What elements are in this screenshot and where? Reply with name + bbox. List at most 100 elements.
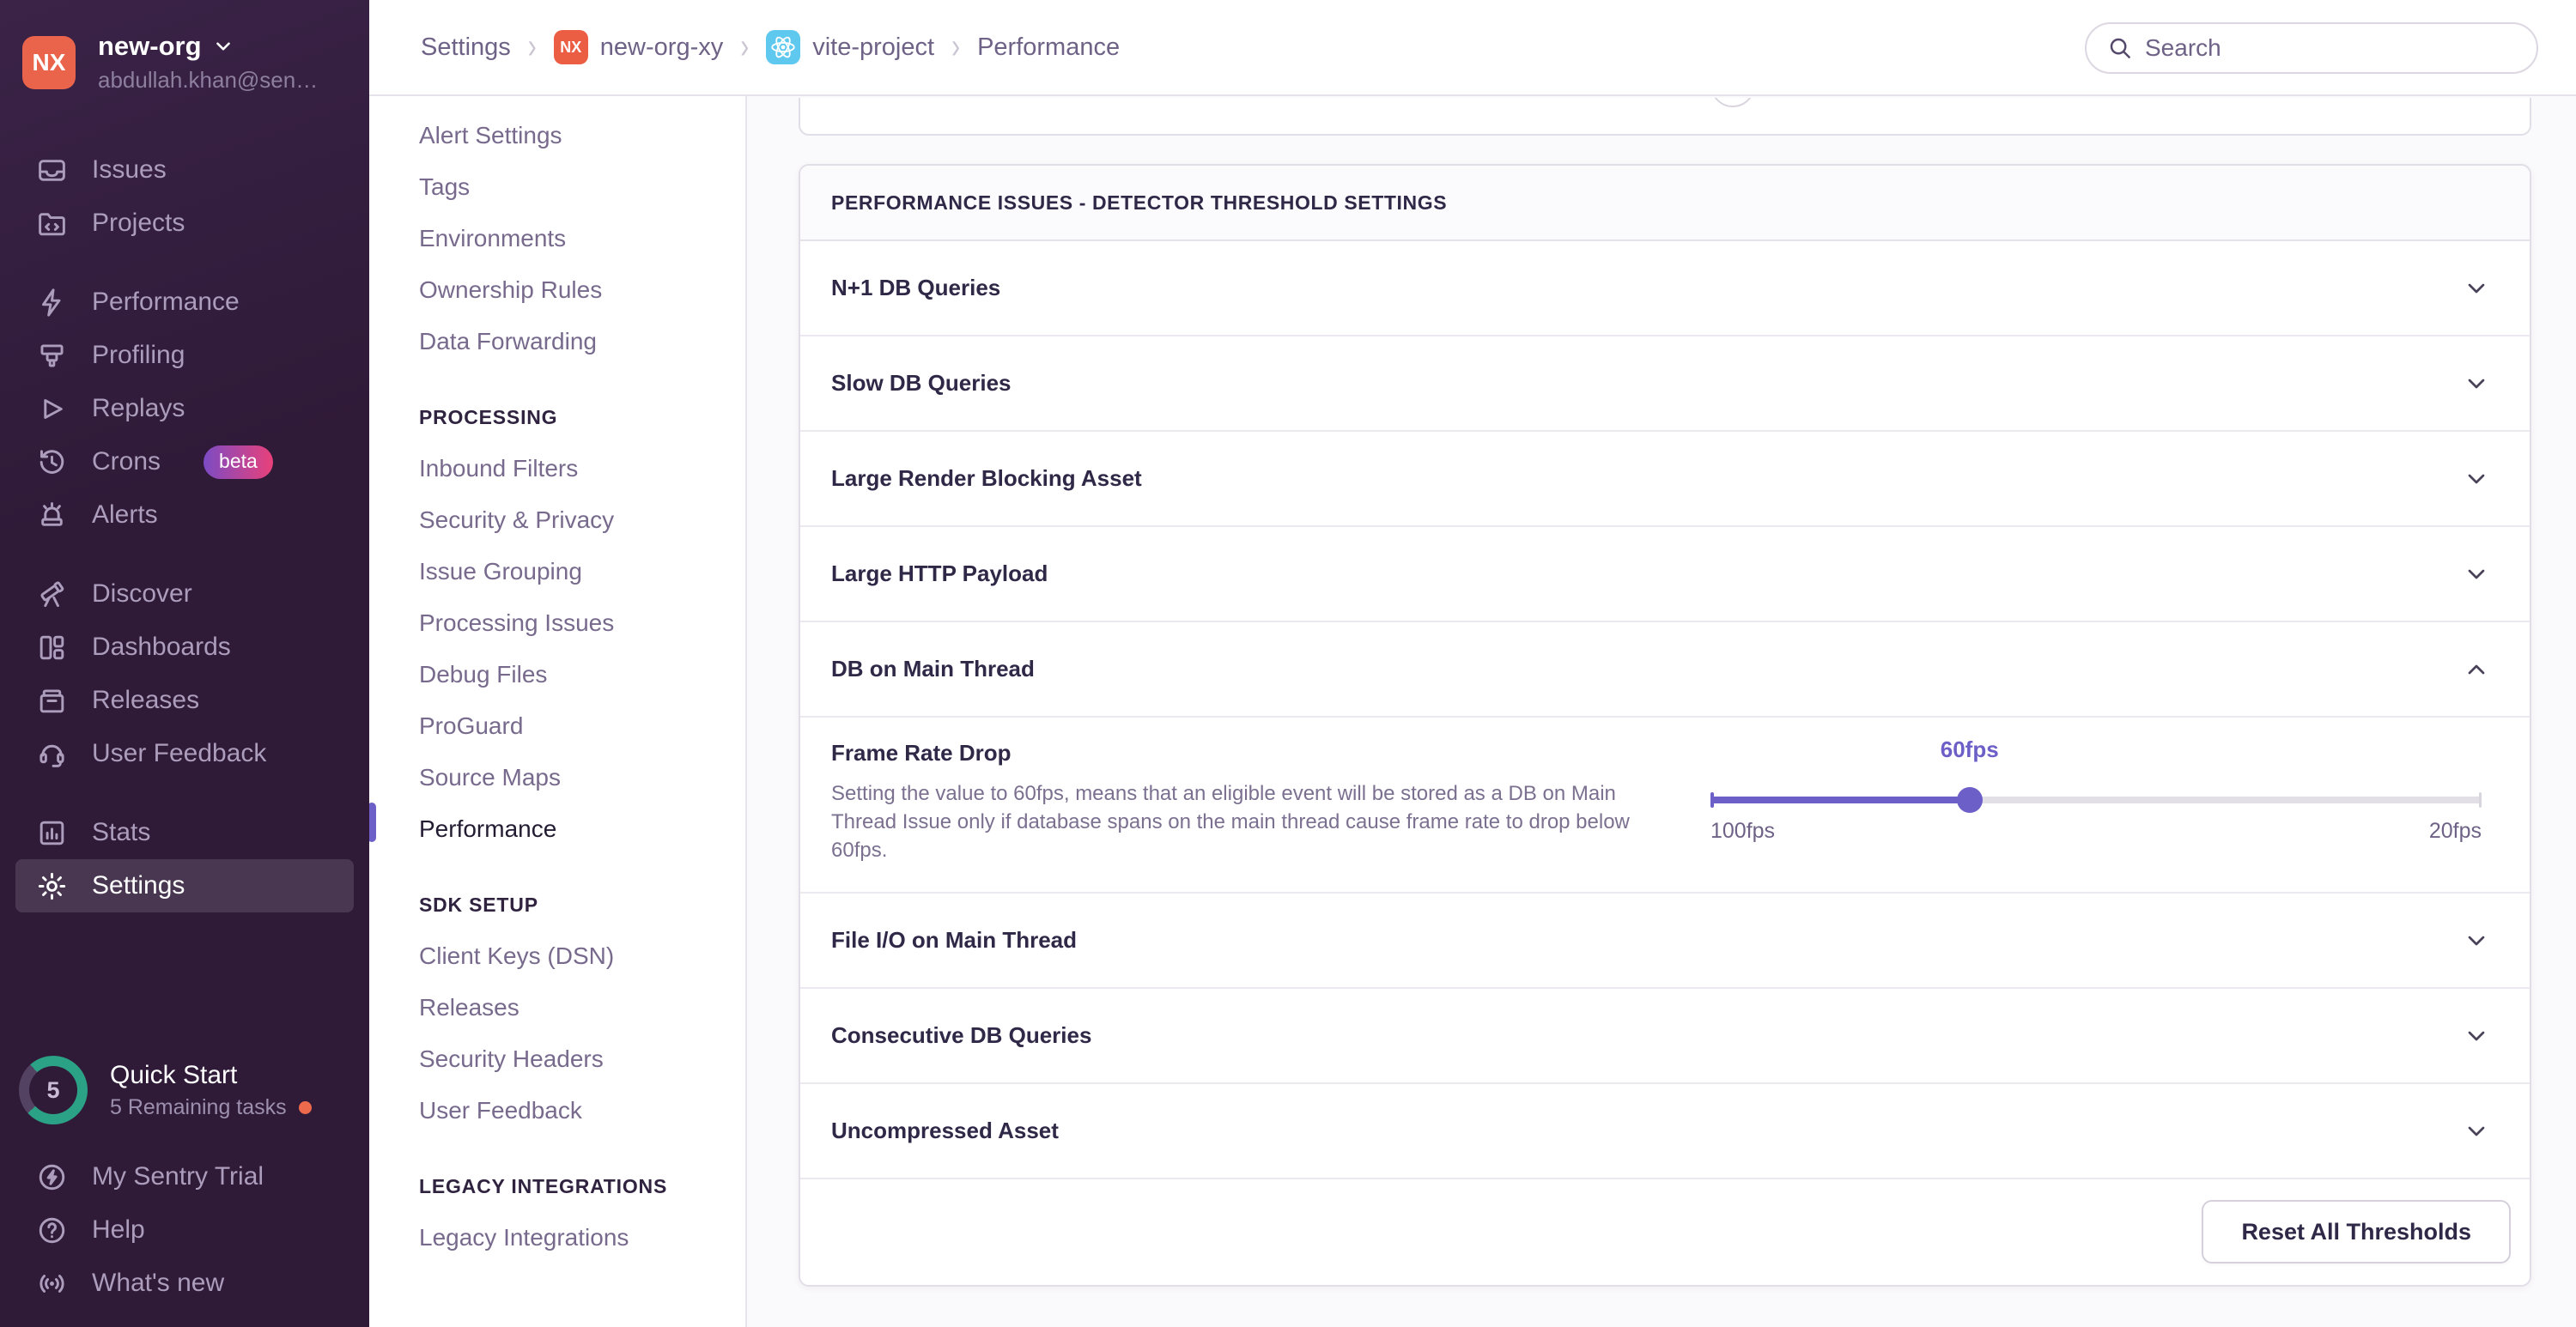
settings-nav-security-privacy[interactable]: Security & Privacy xyxy=(419,506,615,533)
sidebar-item-label: Settings xyxy=(92,871,185,900)
sidebar-item-projects[interactable]: Projects xyxy=(0,197,369,250)
accordion-row-uncompressed-asset[interactable]: Uncompressed Asset xyxy=(800,1084,2530,1179)
row-label: Consecutive DB Queries xyxy=(831,1022,1092,1048)
breadcrumb-separator-icon: › xyxy=(951,27,961,67)
sidebar-item-replays[interactable]: Replays xyxy=(0,382,369,435)
row-label: Uncompressed Asset xyxy=(831,1118,1059,1143)
settings-nav-issue-grouping[interactable]: Issue Grouping xyxy=(419,558,582,585)
sidebar-section-gap xyxy=(0,780,369,806)
settings-nav-tags[interactable]: Tags xyxy=(419,173,471,200)
sidebar-item-user-feedback[interactable]: User Feedback xyxy=(0,727,369,780)
sidebar-item-settings[interactable]: Settings xyxy=(15,859,354,912)
sidebar-item-issues[interactable]: Issues xyxy=(0,143,369,197)
settings-nav-proguard[interactable]: ProGuard xyxy=(419,712,524,739)
detector-threshold-panel: PERFORMANCE ISSUES - DETECTOR THRESHOLD … xyxy=(799,164,2531,1287)
sidebar-item-my-sentry-trial[interactable]: My Sentry Trial xyxy=(0,1150,369,1203)
active-nav-indicator xyxy=(368,803,376,842)
panel-footer: Reset All Thresholds xyxy=(800,1179,2530,1285)
sidebar-item-performance[interactable]: Performance xyxy=(0,276,369,329)
scrolled-panel-bottom xyxy=(799,98,2531,136)
settings-nav-source-maps[interactable]: Source Maps xyxy=(419,764,561,791)
org-badge: NX xyxy=(553,30,588,64)
settings-nav-header-processing: PROCESSING xyxy=(419,405,558,428)
sidebar-bottom: 5 Quick Start 5 Remaining tasks My Sentr… xyxy=(0,1056,369,1310)
accordion-row-large-render-blocking-asset[interactable]: Large Render Blocking Asset xyxy=(800,432,2530,527)
sidebar-item-whats-new[interactable]: What's new xyxy=(0,1257,369,1310)
sidebar-item-profiling[interactable]: Profiling xyxy=(0,329,369,382)
slider-fill xyxy=(1710,797,1970,803)
sidebar-item-dashboards[interactable]: Dashboards xyxy=(0,621,369,674)
accordion-row-n1-db-queries[interactable]: N+1 DB Queries xyxy=(800,241,2530,336)
sidebar-item-stats[interactable]: Stats xyxy=(0,806,369,859)
org-switcher[interactable]: NX new-org abdullah.khan@sen… xyxy=(0,0,369,119)
settings-nav-legacy-integrations[interactable]: Legacy Integrations xyxy=(419,1224,629,1251)
accordion-row-file-io-on-main-thread[interactable]: File I/O on Main Thread xyxy=(800,894,2530,989)
frame-rate-drop-section: Frame Rate Drop Setting the value to 60f… xyxy=(800,718,2530,894)
sidebar-section-gap xyxy=(0,250,369,276)
breadcrumb-organization[interactable]: NX new-org-xy xyxy=(553,30,724,64)
breadcrumb: Settings › NX new-org-xy › vite-project … xyxy=(369,27,1121,66)
slider-value-label: 60fps xyxy=(1940,736,1999,762)
breadcrumb-performance: Performance xyxy=(977,33,1121,61)
settings-nav-security-headers[interactable]: Security Headers xyxy=(419,1045,604,1072)
breadcrumb-separator-icon: › xyxy=(740,27,750,67)
chevron-down-icon xyxy=(2463,465,2490,493)
quick-start-progress-ring: 5 xyxy=(19,1056,88,1124)
replays-icon xyxy=(36,393,68,425)
sidebar-nav: Issues Projects Performance Profiling Re… xyxy=(0,119,369,912)
row-label: DB on Main Thread xyxy=(831,656,1035,682)
quick-start-count: 5 xyxy=(29,1066,77,1114)
trial-bolt-icon xyxy=(36,1161,68,1193)
slider-max-label: 20fps xyxy=(2428,819,2482,843)
search-icon xyxy=(2107,35,2133,61)
search-box[interactable] xyxy=(2085,22,2538,74)
settings-nav-ownership-rules[interactable]: Ownership Rules xyxy=(419,276,603,303)
row-label: Large HTTP Payload xyxy=(831,560,1048,586)
settings-nav-user-feedback[interactable]: User Feedback xyxy=(419,1097,582,1124)
settings-nav-environments[interactable]: Environments xyxy=(419,225,567,251)
settings-nav-alert-settings[interactable]: Alert Settings xyxy=(419,122,562,148)
sidebar-item-label: Releases xyxy=(92,686,200,714)
slider-thumb[interactable] xyxy=(1956,787,1983,813)
chevron-down-icon xyxy=(2463,1118,2490,1145)
react-logo-icon xyxy=(766,30,801,64)
breadcrumb-project-label: vite-project xyxy=(812,33,935,61)
gear-icon xyxy=(36,870,68,902)
breadcrumb-project[interactable]: vite-project xyxy=(766,30,934,64)
slider-min-label: 100fps xyxy=(1710,819,1776,843)
breadcrumb-settings[interactable]: Settings xyxy=(421,33,511,61)
sidebar-item-alerts[interactable]: Alerts xyxy=(0,488,369,542)
sidebar-item-label: Crons xyxy=(92,447,161,476)
settings-nav-client-keys[interactable]: Client Keys (DSN) xyxy=(419,942,615,969)
settings-nav-performance[interactable]: Performance xyxy=(419,815,557,842)
broadcast-icon xyxy=(36,1268,68,1300)
quick-start-widget[interactable]: 5 Quick Start 5 Remaining tasks xyxy=(0,1056,369,1150)
panel-title: PERFORMANCE ISSUES - DETECTOR THRESHOLD … xyxy=(800,166,2530,241)
sidebar-item-crons[interactable]: Crons beta xyxy=(0,435,369,488)
sidebar-item-label: Discover xyxy=(92,579,192,608)
breadcrumb-separator-icon: › xyxy=(527,27,537,67)
row-label: Slow DB Queries xyxy=(831,370,1012,396)
sidebar-item-label: Performance xyxy=(92,288,240,316)
sidebar-item-discover[interactable]: Discover xyxy=(0,567,369,621)
chevron-down-icon xyxy=(2463,927,2490,954)
settings-nav-processing-issues[interactable]: Processing Issues xyxy=(419,609,615,636)
accordion-row-db-on-main-thread[interactable]: DB on Main Thread xyxy=(800,622,2530,718)
accordion-row-slow-db-queries[interactable]: Slow DB Queries xyxy=(800,336,2530,432)
chevron-down-icon xyxy=(212,35,234,58)
settings-nav-data-forwarding[interactable]: Data Forwarding xyxy=(419,328,597,354)
breadcrumb-org-label: new-org-xy xyxy=(599,33,724,61)
settings-nav-releases[interactable]: Releases xyxy=(419,994,519,1021)
sidebar-item-releases[interactable]: Releases xyxy=(0,674,369,727)
search-input[interactable] xyxy=(2145,34,2516,62)
settings-nav-debug-files[interactable]: Debug Files xyxy=(419,661,548,688)
accordion-row-consecutive-db-queries[interactable]: Consecutive DB Queries xyxy=(800,989,2530,1084)
collapse-toggle-button[interactable] xyxy=(1710,98,1755,107)
settings-nav-inbound-filters[interactable]: Inbound Filters xyxy=(419,455,579,482)
sidebar-item-label: Alerts xyxy=(92,500,158,529)
org-avatar: NX xyxy=(22,35,76,89)
notification-dot xyxy=(298,1100,312,1114)
reset-all-thresholds-button[interactable]: Reset All Thresholds xyxy=(2202,1200,2511,1263)
accordion-row-large-http-payload[interactable]: Large HTTP Payload xyxy=(800,527,2530,622)
sidebar-item-help[interactable]: Help xyxy=(0,1203,369,1257)
